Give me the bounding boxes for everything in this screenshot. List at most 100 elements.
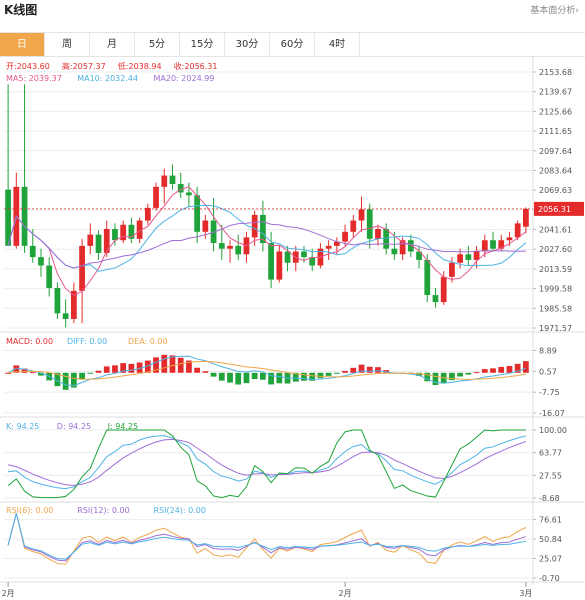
macd-bar: [514, 363, 521, 373]
candle: [62, 299, 69, 328]
macd-bar: [202, 371, 209, 373]
candle-body: [128, 224, 135, 239]
y-tick-label: 0.57: [539, 367, 557, 376]
candle: [210, 198, 217, 252]
candle-body: [169, 175, 176, 185]
ohlc-legend-0: 开:2043.60: [6, 62, 50, 71]
y-tick-label: 63.77: [539, 449, 562, 458]
candle-body: [383, 228, 390, 249]
tab-0[interactable]: 日: [0, 33, 45, 56]
tab-7[interactable]: 4时: [315, 33, 360, 56]
candle: [424, 254, 431, 303]
macd-bar: [161, 354, 168, 373]
rsi-legend-0: RSI(6): 0.00: [6, 506, 53, 515]
candle-body: [325, 245, 332, 249]
candle: [350, 214, 357, 238]
candle: [407, 234, 414, 258]
macd-bar: [268, 372, 274, 385]
candle: [177, 172, 184, 199]
candle: [95, 230, 102, 260]
candle-body: [21, 186, 28, 246]
kline-chart[interactable]: 2153.68 2139.67 2125.66 2111.65 2097.64 2083.…: [0, 57, 585, 600]
candle-body: [103, 228, 110, 253]
candle-body: [161, 175, 168, 187]
period-tabs: 日周月 5分 15分 30分 60分 4时: [0, 32, 585, 57]
macd-bar: [523, 361, 529, 373]
macd-bar: [144, 360, 151, 373]
candle: [128, 217, 135, 244]
tab-1[interactable]: 周: [45, 33, 90, 56]
candle-body: [481, 240, 488, 252]
candle: [375, 224, 381, 246]
candle-body: [177, 184, 184, 193]
candle: [29, 228, 36, 263]
y-tick-label: -16.07: [539, 409, 565, 418]
y-tick-label: 100.00: [539, 426, 567, 435]
macd-bar: [194, 367, 201, 373]
macd-legend-0: MACD: 0.00: [6, 337, 53, 346]
x-tick-label: 3月: [519, 589, 532, 598]
candle-body: [5, 189, 11, 246]
macd-bar: [301, 372, 307, 381]
candle-body: [366, 209, 373, 239]
candle: [21, 84, 28, 253]
macd-bar: [235, 372, 242, 385]
ma10-line: [7, 204, 527, 272]
fundamental-analysis-link[interactable]: 基本面分析›: [530, 6, 579, 16]
macd-bar: [317, 372, 324, 379]
macd-bar: [54, 372, 61, 387]
candle-body: [457, 254, 464, 263]
macd-bar: [260, 372, 266, 380]
macd-bar: [21, 368, 28, 373]
macd-bar: [87, 372, 94, 374]
tab-3[interactable]: 5分: [135, 33, 180, 56]
y-tick-label: 2097.64: [539, 147, 572, 156]
macd-bar: [309, 372, 316, 381]
macd-legend-2: DEA: 0.00: [128, 337, 168, 346]
macd-bar: [218, 372, 225, 381]
candle: [301, 245, 307, 263]
candle-body: [227, 245, 233, 249]
macd-bar: [342, 370, 348, 373]
diff-line: [7, 355, 527, 387]
y-tick-label: -8.68: [539, 494, 560, 503]
candle-body: [490, 240, 496, 249]
candle: [186, 182, 192, 207]
x-tick-label: 2月: [2, 589, 15, 598]
candle: [46, 257, 53, 297]
candle-body: [46, 265, 53, 289]
macd-bar: [251, 372, 258, 380]
candle-body: [523, 208, 529, 227]
tab-4[interactable]: 15分: [180, 33, 225, 56]
candle: [218, 224, 225, 260]
candle: [120, 220, 127, 244]
ohlc-legend-2: 低:2038.94: [118, 61, 162, 71]
current-price-badge: [534, 201, 584, 216]
candle-body: [210, 220, 217, 244]
candle-body: [449, 262, 455, 277]
candle-body: [301, 251, 307, 258]
macd-bar: [38, 372, 44, 376]
macd-bar: [432, 372, 439, 386]
tab-5[interactable]: 30分: [225, 33, 270, 56]
candle: [79, 238, 85, 324]
candle-body: [95, 234, 102, 253]
macd-bar: [136, 362, 143, 373]
macd-bar: [449, 372, 455, 381]
tab-6[interactable]: 60分: [270, 33, 315, 56]
candle: [514, 220, 521, 241]
y-tick-label: 50.84: [539, 535, 562, 544]
macd-bar: [243, 372, 250, 384]
macd-bar: [375, 367, 381, 373]
candle: [268, 231, 274, 289]
candle-body: [260, 214, 266, 244]
macd-bar: [29, 372, 36, 374]
tab-2[interactable]: 月: [90, 33, 135, 56]
candle: [153, 182, 159, 211]
macd-bar: [333, 372, 340, 374]
macd-bar: [103, 366, 110, 373]
rsi-legend-2: RSI(24): 0.00: [154, 506, 206, 515]
candle-body: [194, 195, 201, 232]
ma20-line: [7, 215, 526, 269]
